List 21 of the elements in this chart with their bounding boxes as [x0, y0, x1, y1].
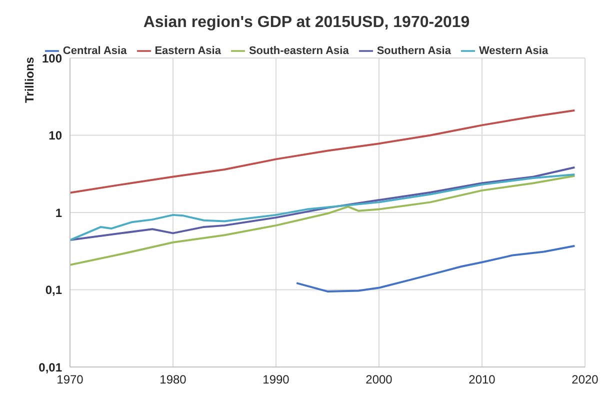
- legend-label: Eastern Asia: [154, 44, 221, 57]
- x-tick-label: 1980: [160, 372, 187, 387]
- x-tick-label: 1970: [56, 372, 84, 387]
- legend-label: South-eastern Asia: [248, 44, 349, 57]
- x-tick-label: 1990: [262, 372, 290, 387]
- y-tick-label: 100: [42, 51, 62, 66]
- legend-label: Western Asia: [478, 44, 548, 57]
- legend-label: Southern Asia: [376, 44, 451, 57]
- legend-label: Central Asia: [62, 44, 127, 57]
- y-tick-label: 10: [48, 128, 62, 143]
- y-tick-label: 0,1: [45, 283, 62, 298]
- y-tick-label: 0,01: [38, 360, 62, 374]
- chart-title: Asian region's GDP at 2015USD, 1970-2019: [142, 13, 471, 33]
- line-series: [70, 109, 576, 194]
- x-tick-label: 2020: [572, 372, 599, 387]
- x-tick-label: 2000: [366, 372, 393, 387]
- y-tick-label: 1: [55, 206, 62, 220]
- line-series: [296, 244, 576, 292]
- y-axis-title: Trillions: [22, 56, 37, 103]
- x-tick-label: 2010: [468, 372, 496, 387]
- line-series: [70, 174, 576, 266]
